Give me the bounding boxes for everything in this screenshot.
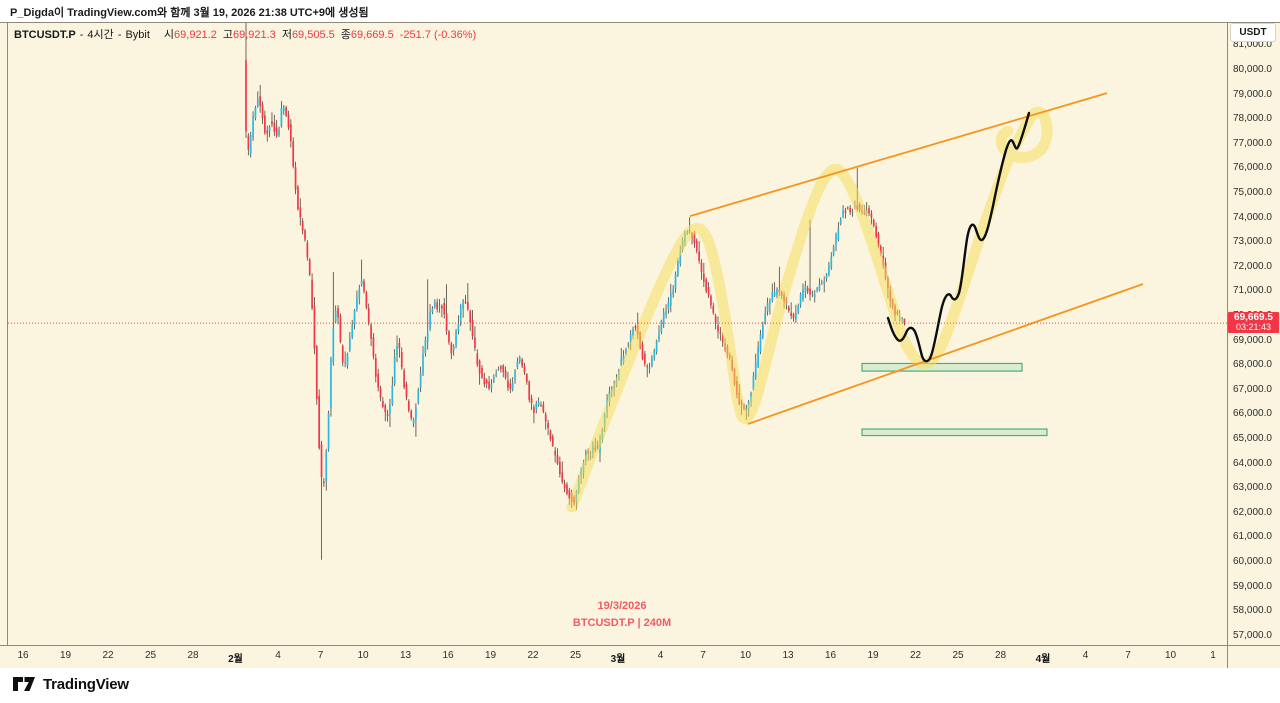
time-tick: 7 bbox=[700, 650, 706, 661]
time-tick: 16 bbox=[442, 650, 454, 661]
price-tick: 63,000.0 bbox=[1233, 482, 1272, 494]
price-tick: 68,000.0 bbox=[1233, 359, 1272, 371]
price-tick: 66,000.0 bbox=[1233, 408, 1272, 420]
tradingview-logo[interactable]: TradingView bbox=[12, 674, 129, 694]
legend-ohlc-key: 시 bbox=[163, 29, 175, 41]
time-tick: 16 bbox=[824, 650, 837, 661]
legend-ohlc-value: 69,921.3 bbox=[232, 29, 276, 41]
time-tick: 4 bbox=[275, 650, 281, 661]
projection-path-drawing[interactable] bbox=[886, 111, 1031, 363]
price-tick: 64,000.0 bbox=[1233, 457, 1272, 469]
time-tick: 7 bbox=[1125, 650, 1131, 661]
legend-ohlc-value: 69,505.5 bbox=[291, 29, 335, 41]
time-tick: 19 bbox=[867, 650, 879, 661]
tradingview-wordmark: TradingView bbox=[43, 675, 129, 693]
chart-left-border bbox=[7, 22, 8, 645]
legend-separator: - bbox=[117, 29, 122, 41]
time-tick: 13 bbox=[399, 650, 412, 661]
price-tick: 61,000.0 bbox=[1233, 531, 1272, 543]
price-tick: 80,000.0 bbox=[1233, 64, 1272, 75]
candle-bodies bbox=[245, 60, 906, 504]
time-tick: 22 bbox=[527, 650, 539, 661]
legend-ohlc-value: 69,669.5 bbox=[350, 29, 394, 41]
time-tick: 4 bbox=[657, 650, 664, 661]
legend-symbol: BTCUSDT.P bbox=[14, 29, 76, 41]
price-tick: 78,000.0 bbox=[1233, 113, 1272, 125]
price-tick: 76,000.0 bbox=[1233, 162, 1272, 174]
time-tick-month: 2월 bbox=[228, 654, 243, 665]
time-tick: 10 bbox=[1164, 650, 1177, 661]
time-tick: 22 bbox=[909, 650, 922, 661]
support-zone-box[interactable] bbox=[861, 362, 1023, 372]
price-tick: 72,000.0 bbox=[1233, 260, 1272, 272]
time-tick: 25 bbox=[952, 650, 964, 661]
time-tick: 28 bbox=[994, 650, 1007, 661]
time-tick: 22 bbox=[102, 650, 114, 661]
channel-upper-trendline[interactable] bbox=[689, 92, 1108, 217]
time-tick: 16 bbox=[17, 650, 29, 661]
currency-toggle-button[interactable]: USDT bbox=[1230, 23, 1276, 42]
legend-interval: 4시간 bbox=[87, 29, 114, 41]
time-tick: 4 bbox=[1082, 650, 1089, 661]
price-tick: 59,000.0 bbox=[1233, 580, 1272, 592]
price-tick: 57,000.0 bbox=[1233, 629, 1272, 641]
price-axis-border bbox=[1227, 22, 1228, 668]
price-tick: 67,000.0 bbox=[1233, 383, 1272, 395]
snapshot-watermark: 19/3/2026 BTCUSDT.P | 240M bbox=[492, 600, 752, 629]
price-tick: 58,000.0 bbox=[1233, 605, 1272, 617]
footer-bar: TradingView bbox=[0, 668, 1280, 703]
price-tick: 62,000.0 bbox=[1233, 506, 1272, 518]
price-tick: 79,000.0 bbox=[1233, 88, 1272, 100]
price-tick: 81,000.0 bbox=[1233, 39, 1272, 51]
highlighter-wave-drawing[interactable] bbox=[566, 106, 1053, 513]
time-tick: 10 bbox=[357, 650, 369, 661]
channel-lower-trendline[interactable] bbox=[747, 283, 1144, 425]
time-tick: 13 bbox=[782, 650, 794, 661]
watermark-date: 19/3/2026 bbox=[597, 600, 647, 612]
last-price-label: 69,669.5 03:21:43 bbox=[1228, 312, 1279, 334]
tradingview-mark-icon bbox=[13, 677, 35, 691]
legend-ohlc-values: 시69,921.2 고69,921.3 저69,505.5 종69,669.5 bbox=[158, 29, 394, 41]
time-axis-border bbox=[0, 645, 1280, 646]
price-tick: 65,000.0 bbox=[1233, 433, 1272, 444]
legend-ohlc-key: 고 bbox=[222, 29, 233, 41]
price-tick: 74,000.0 bbox=[1233, 211, 1272, 223]
attribution-bar: P_Digda이 TradingView.com와 함께 3월 19, 2026… bbox=[0, 0, 1280, 22]
symbol-legend: BTCUSDT.P -4시간 - Bybit 시69,921.2 고69,921.3 저69… bbox=[14, 26, 476, 42]
legend-ohlc-value: 69,921.2 bbox=[174, 29, 217, 41]
legend-exchange: Bybit bbox=[125, 29, 150, 41]
plot-layer bbox=[245, 22, 1053, 560]
legend-ohlc-key: 종 bbox=[340, 29, 351, 41]
price-tick: 60,000.0 bbox=[1233, 556, 1272, 567]
last-price-value: 69,669.5 bbox=[1234, 312, 1273, 324]
watermark-symbol: BTCUSDT.P | 240M bbox=[572, 617, 672, 629]
price-tick: 77,000.0 bbox=[1233, 137, 1272, 149]
time-axis[interactable]: 16 19 22 25 28 2월 4 7 10 13 16 19 22 25 3월 4 7 10 13 16 19 22… bbox=[0, 645, 1280, 668]
price-tick: 75,000.0 bbox=[1233, 187, 1272, 198]
attribution-text: P_Digda이 TradingView.com와 함께 3월 19, 2026… bbox=[10, 7, 369, 19]
price-axis[interactable]: USDT 81,000.0 80,000.0 79,000.0 78,000.0 77,… bbox=[1227, 22, 1280, 668]
support-zone-box[interactable] bbox=[861, 428, 1048, 437]
legend-change: -251.7 (-0.36%) bbox=[399, 29, 477, 41]
bar-countdown: 03:21:43 bbox=[1235, 322, 1272, 333]
time-tick: 1 bbox=[1210, 650, 1216, 661]
chart-area[interactable]: BTCUSDT.P -4시간 - Bybit 시69,921.2 고69,921.3 저69… bbox=[0, 22, 1280, 668]
chart-top-border bbox=[0, 22, 1280, 23]
legend-ohlc-key: 저 bbox=[281, 29, 292, 41]
time-tick-month: 3월 bbox=[610, 654, 626, 665]
time-tick: 28 bbox=[187, 650, 199, 661]
chart-canvas[interactable] bbox=[0, 22, 1280, 668]
price-tick: 73,000.0 bbox=[1233, 236, 1272, 248]
price-tick: 69,000.0 bbox=[1233, 334, 1272, 346]
time-tick: 10 bbox=[739, 650, 752, 661]
time-tick: 19 bbox=[59, 650, 72, 661]
time-tick-month: 4월 bbox=[1035, 654, 1051, 665]
time-tick: 19 bbox=[484, 650, 497, 661]
legend-separator: - bbox=[79, 29, 84, 41]
time-tick: 25 bbox=[144, 650, 157, 661]
price-tick: 71,000.0 bbox=[1233, 285, 1272, 297]
time-tick: 25 bbox=[569, 650, 582, 661]
time-tick: 7 bbox=[317, 650, 324, 661]
